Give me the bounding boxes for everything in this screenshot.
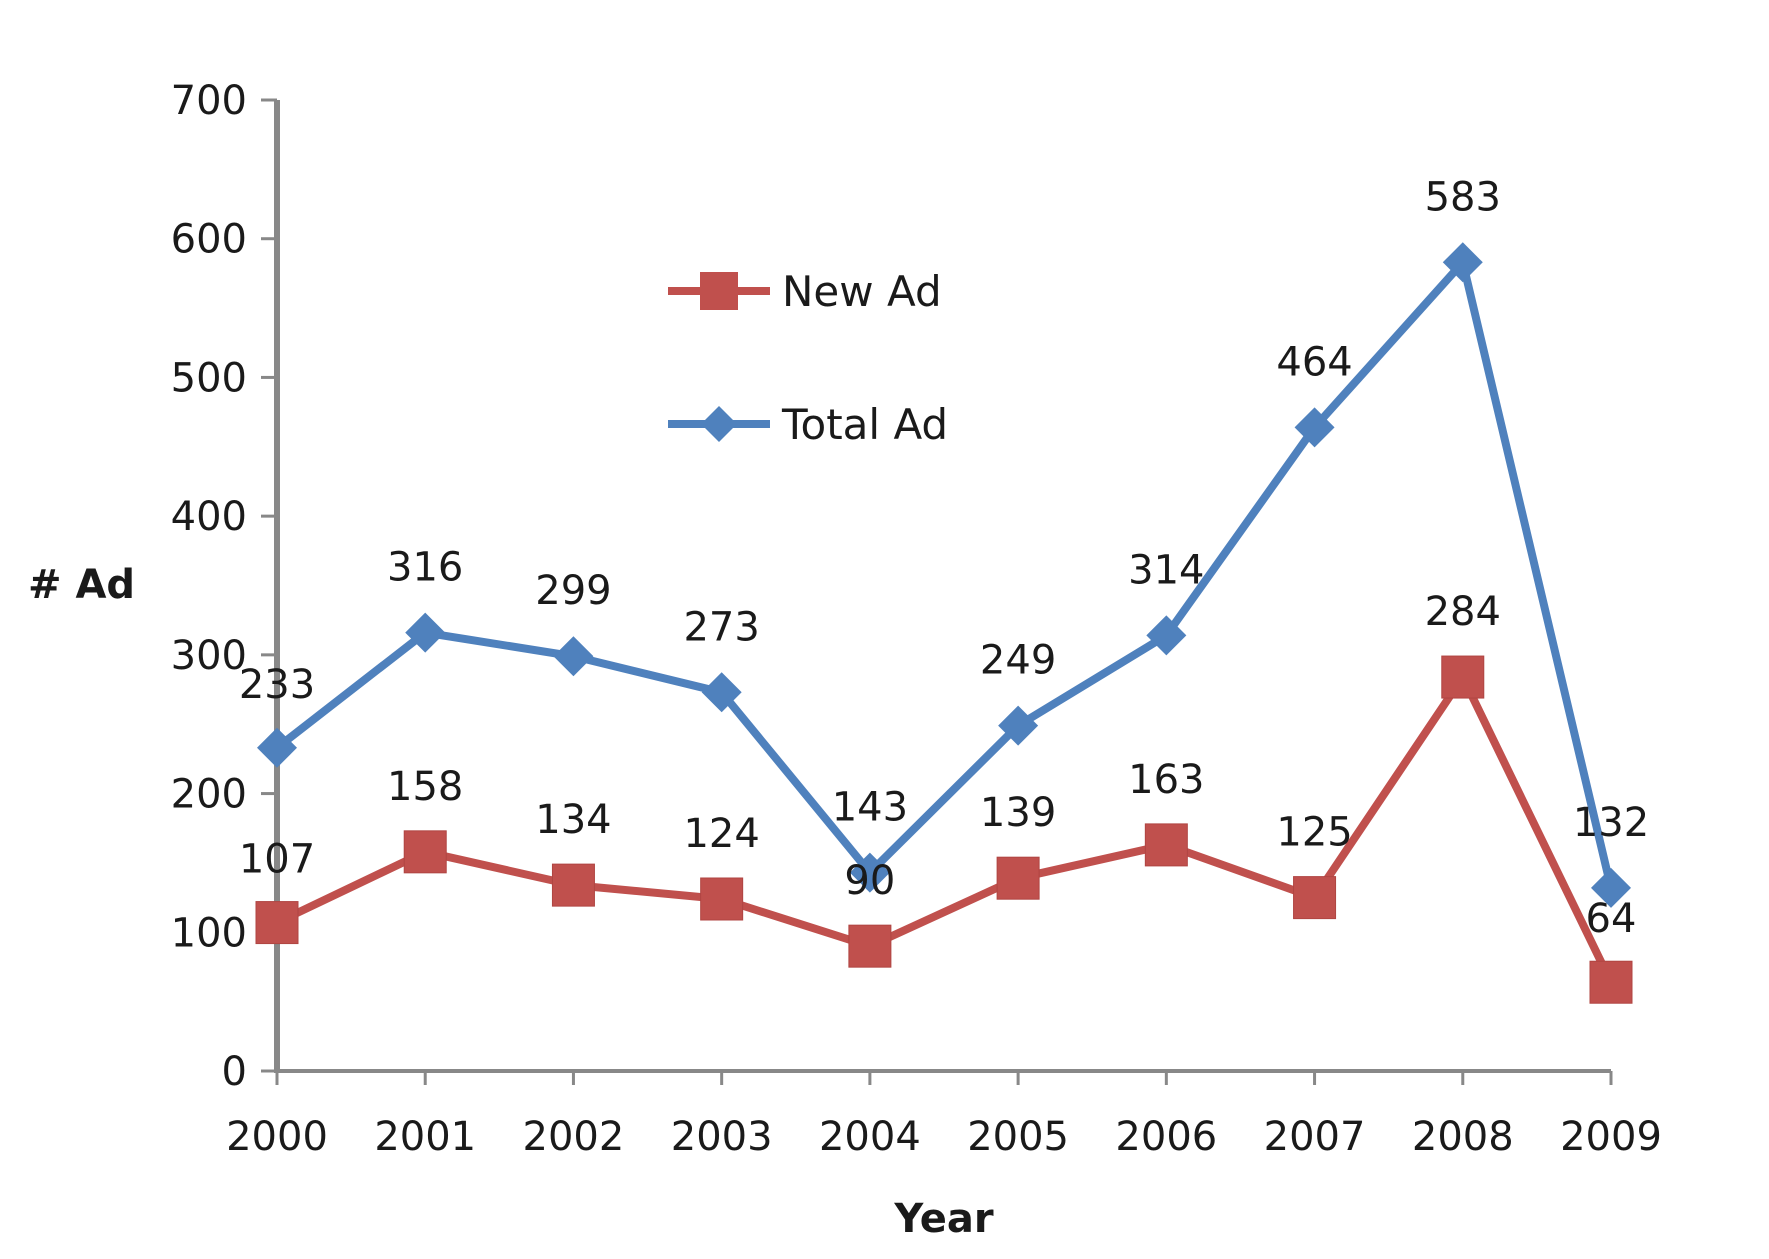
y-tick-label: 0 xyxy=(222,1049,247,1095)
x-tick-label: 2004 xyxy=(819,1114,921,1160)
series-marker-new-ad xyxy=(255,901,299,945)
data-label: 107 xyxy=(239,837,315,883)
x-tick-label: 2007 xyxy=(1264,1114,1366,1160)
series-marker-total-ad xyxy=(1442,242,1483,283)
series-markers-group xyxy=(255,242,1633,1004)
data-label: 124 xyxy=(683,811,759,857)
legend-marker-total-ad xyxy=(701,406,737,442)
x-tick-label: 2003 xyxy=(671,1114,773,1160)
series-marker-new-ad xyxy=(551,863,595,907)
x-tick-label: 2001 xyxy=(374,1114,476,1160)
data-label: 299 xyxy=(535,568,611,614)
series-marker-total-ad xyxy=(257,727,297,768)
y-tick-label: 700 xyxy=(171,78,247,124)
data-label: 132 xyxy=(1573,800,1649,846)
y-tick-label: 300 xyxy=(171,633,247,679)
data-label: 90 xyxy=(844,858,895,904)
series-marker-new-ad xyxy=(1441,655,1485,699)
data-label: 134 xyxy=(535,797,611,843)
data-label: 316 xyxy=(387,545,463,591)
series-line-total-ad xyxy=(274,258,1615,889)
y-tick-label: 600 xyxy=(171,217,247,263)
data-label: 139 xyxy=(980,790,1056,836)
y-tick-label: 200 xyxy=(171,772,247,818)
legend: New Ad Total Ad xyxy=(668,267,948,449)
series-marker-total-ad xyxy=(1591,867,1631,908)
series-marker-total-ad xyxy=(701,672,742,713)
series-marker-total-ad xyxy=(405,612,446,653)
series-marker-new-ad xyxy=(848,924,892,968)
data-label: 583 xyxy=(1425,174,1501,220)
x-tick-label: 2000 xyxy=(226,1114,328,1160)
data-label: 249 xyxy=(980,638,1056,684)
series-marker-new-ad xyxy=(1589,960,1633,1004)
y-tick-label: 500 xyxy=(171,355,247,401)
y-tick-label: 100 xyxy=(171,910,247,956)
series-marker-total-ad xyxy=(1294,407,1335,448)
series-marker-new-ad xyxy=(403,830,447,874)
legend-label: New Ad xyxy=(782,267,942,316)
data-label: 284 xyxy=(1425,589,1501,635)
data-label: 273 xyxy=(683,604,759,650)
series-marker-total-ad xyxy=(553,636,594,677)
series-marker-total-ad xyxy=(1146,615,1187,656)
series-marker-total-ad xyxy=(849,852,890,893)
legend-marker-new-ad xyxy=(700,272,738,310)
x-tick-label: 2005 xyxy=(967,1114,1069,1160)
legend-label: Total Ad xyxy=(781,400,948,449)
x-tick-label: 2009 xyxy=(1560,1114,1662,1160)
x-tick-label: 2002 xyxy=(523,1114,625,1160)
data-label: 314 xyxy=(1128,547,1204,593)
axes-group: 0 100 200 300 400 500 600 700 2000 2001 2002 2003 20… xyxy=(171,78,1662,1160)
x-tick-label: 2006 xyxy=(1115,1114,1217,1160)
data-label: 158 xyxy=(387,764,463,810)
data-label: 163 xyxy=(1128,757,1204,803)
series-marker-new-ad xyxy=(700,877,744,921)
data-label: 125 xyxy=(1276,810,1352,856)
data-label: 64 xyxy=(1586,896,1637,942)
series-marker-total-ad xyxy=(998,705,1039,746)
x-axis-title: Year xyxy=(893,1196,993,1242)
data-labels-group: 107 158 134 124 90 139 163 125 284 64 233 316 299 273… xyxy=(239,174,1649,942)
data-label: 143 xyxy=(832,785,908,831)
series-line-new-ad xyxy=(275,673,1615,984)
data-label: 464 xyxy=(1276,339,1352,385)
series-marker-new-ad xyxy=(1293,876,1337,920)
data-label: 233 xyxy=(239,662,315,708)
x-tick-label: 2008 xyxy=(1412,1114,1514,1160)
series-lines-group xyxy=(274,258,1615,984)
series-marker-new-ad xyxy=(1144,823,1188,867)
y-tick-label: 400 xyxy=(171,494,247,540)
series-marker-new-ad xyxy=(996,856,1040,900)
y-axis-title: # Ad xyxy=(28,562,135,608)
